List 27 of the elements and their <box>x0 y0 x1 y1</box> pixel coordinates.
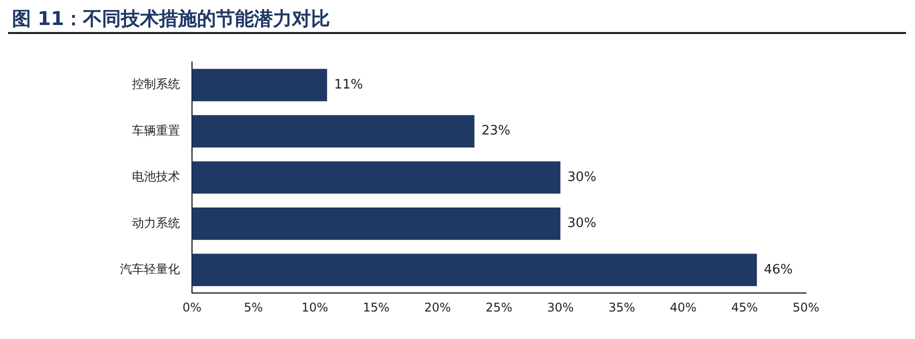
chart-title: 图 11：不同技术措施的节能潜力对比 <box>8 4 906 34</box>
bar <box>192 161 560 194</box>
y-tick-label: 动力系统 <box>132 216 180 230</box>
x-tick-label: 25% <box>486 300 512 314</box>
data-label: 11% <box>334 77 363 92</box>
data-label: 46% <box>764 262 793 278</box>
x-tick-label: 5% <box>244 300 263 314</box>
y-tick-label: 车辆重置 <box>132 123 180 138</box>
x-tick-label: 30% <box>547 300 574 314</box>
x-tick-label: 15% <box>362 300 390 314</box>
x-tick-label: 0% <box>182 300 202 314</box>
x-tick-label: 35% <box>608 300 636 314</box>
bar <box>192 115 474 148</box>
x-tick-label: 40% <box>670 300 697 314</box>
bar <box>192 68 328 102</box>
y-tick-label: 电池技术 <box>132 170 180 184</box>
x-tick-label: 10% <box>301 300 328 314</box>
bar <box>192 254 757 286</box>
y-tick-label: 控制系统 <box>132 77 180 92</box>
x-tick-label: 20% <box>424 300 451 314</box>
bar <box>192 208 560 240</box>
data-label: 30% <box>567 216 596 232</box>
data-label: 30% <box>567 170 596 185</box>
y-tick-label: 汽车轻量化 <box>120 262 180 276</box>
data-label: 23% <box>481 124 510 139</box>
x-tick-label: 50% <box>792 300 820 314</box>
x-tick-label: 45% <box>731 300 758 314</box>
